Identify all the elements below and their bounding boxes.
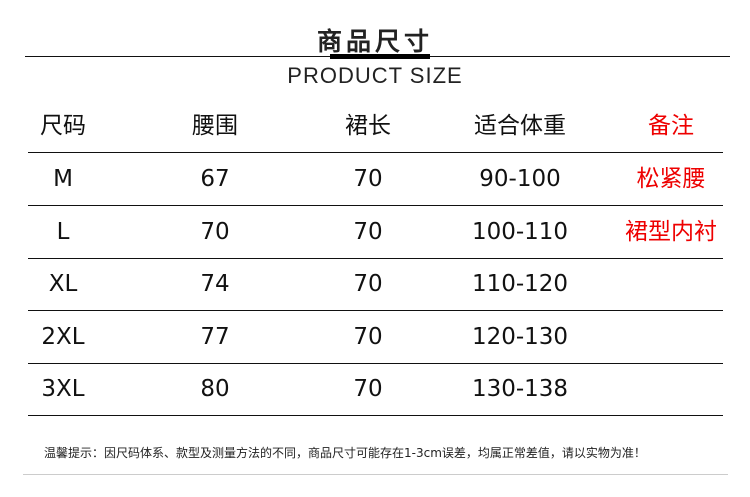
table-row: 3XL 80 70 130-138 <box>28 363 723 417</box>
divider <box>23 474 728 475</box>
column-header: 备注 <box>648 113 694 139</box>
table-cell: 80 <box>200 376 230 403</box>
table-cell: 70 <box>353 323 383 350</box>
column-header: 尺码 <box>40 113 86 139</box>
table-cell: 裙型内衬 <box>625 218 717 245</box>
table-cell: 120-130 <box>471 323 569 350</box>
table-cell: 110-120 <box>471 271 569 298</box>
table-cell: 70 <box>353 376 383 403</box>
column-header: 裙长 <box>345 113 391 139</box>
table-cell: 70 <box>353 166 383 192</box>
table-cell: 67 <box>200 166 230 192</box>
table-row: L 70 70 100-110 裙型内衬 <box>28 206 723 259</box>
table-cell: 100-110 <box>471 218 569 245</box>
table-cell: 70 <box>353 271 383 298</box>
table-cell: 130-138 <box>471 376 569 403</box>
table-cell: 3XL <box>41 376 85 403</box>
column-header: 适合体重 <box>474 113 566 139</box>
page-subtitle: PRODUCT SIZE <box>287 63 463 88</box>
table-row: M 67 70 90-100 松紧腰 <box>28 153 723 206</box>
title-underline <box>330 54 430 59</box>
table-cell: 74 <box>200 271 230 298</box>
table-row: XL 74 70 110-120 <box>28 258 723 312</box>
table-cell: 70 <box>353 218 383 245</box>
page-title: 商品尺寸 <box>316 27 433 56</box>
table-cell: 77 <box>200 323 230 350</box>
table-header: 尺码 腰围 裙长 适合体重 备注 <box>28 100 723 153</box>
table-cell: M <box>53 166 73 192</box>
table-cell: L <box>56 218 70 245</box>
column-header: 腰围 <box>192 113 238 139</box>
table-cell: 2XL <box>41 323 85 350</box>
table-cell: 松紧腰 <box>636 166 706 192</box>
table-cell: 70 <box>200 218 230 245</box>
table-row: 2XL 77 70 120-130 <box>28 311 723 364</box>
table-cell: 90-100 <box>479 166 561 192</box>
note-text: 温馨提示：因尺码体系、款型及测量方法的不同，商品尺寸可能存在1-3cm误差，均属… <box>44 446 646 460</box>
table-cell: XL <box>48 271 78 298</box>
